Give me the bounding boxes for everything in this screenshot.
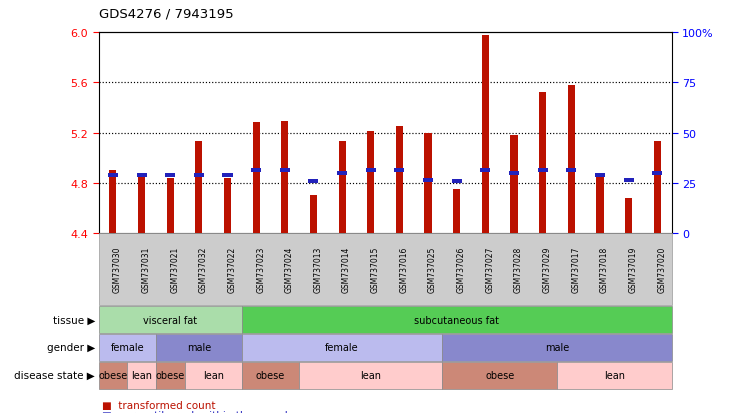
- Bar: [423, 179, 433, 183]
- Bar: [366, 169, 376, 173]
- Bar: [653, 142, 661, 233]
- Text: GSM737017: GSM737017: [572, 246, 580, 293]
- Bar: [453, 190, 461, 233]
- Text: GSM737016: GSM737016: [399, 246, 408, 293]
- Bar: [339, 142, 346, 233]
- Text: obese: obese: [99, 370, 128, 380]
- Bar: [539, 93, 546, 233]
- Bar: [137, 173, 147, 177]
- Bar: [653, 172, 662, 176]
- Bar: [108, 173, 118, 178]
- Text: ■  transformed count: ■ transformed count: [102, 400, 215, 410]
- Text: obese: obese: [155, 370, 185, 380]
- Text: GSM737026: GSM737026: [457, 246, 466, 293]
- Bar: [224, 178, 231, 233]
- Bar: [482, 36, 489, 233]
- Text: disease state ▶: disease state ▶: [14, 370, 95, 380]
- Text: obese: obese: [255, 370, 285, 380]
- Text: subcutaneous fat: subcutaneous fat: [414, 315, 499, 325]
- Bar: [310, 196, 317, 233]
- Text: GSM737019: GSM737019: [629, 246, 637, 293]
- Text: male: male: [545, 342, 569, 353]
- Text: GSM737015: GSM737015: [371, 246, 380, 293]
- Bar: [367, 132, 374, 233]
- Text: GSM737030: GSM737030: [113, 246, 122, 293]
- Bar: [165, 174, 175, 178]
- Text: female: female: [110, 342, 144, 353]
- Text: male: male: [187, 342, 211, 353]
- Bar: [480, 169, 491, 173]
- Bar: [625, 198, 632, 233]
- Text: gender ▶: gender ▶: [47, 342, 95, 353]
- Text: GSM737031: GSM737031: [142, 246, 150, 293]
- Bar: [538, 169, 548, 173]
- Text: ■  percentile rank within the sample: ■ percentile rank within the sample: [102, 411, 294, 413]
- Bar: [396, 127, 403, 233]
- Bar: [251, 169, 261, 173]
- Text: visceral fat: visceral fat: [143, 315, 197, 325]
- Bar: [280, 169, 290, 173]
- Bar: [452, 180, 461, 184]
- Bar: [223, 174, 232, 178]
- Text: GSM737020: GSM737020: [657, 246, 666, 293]
- Text: GSM737029: GSM737029: [542, 246, 552, 293]
- Text: lean: lean: [131, 370, 152, 380]
- Text: GDS4276 / 7943195: GDS4276 / 7943195: [99, 8, 233, 21]
- Bar: [253, 123, 260, 233]
- Text: GSM737024: GSM737024: [285, 246, 293, 293]
- Bar: [424, 133, 431, 233]
- Bar: [510, 136, 518, 233]
- Bar: [623, 179, 634, 183]
- Text: GSM737021: GSM737021: [170, 247, 179, 292]
- Text: female: female: [326, 342, 359, 353]
- Text: GSM737027: GSM737027: [485, 246, 494, 293]
- Text: GSM737025: GSM737025: [428, 246, 437, 293]
- Bar: [110, 171, 117, 233]
- Bar: [337, 172, 347, 176]
- Bar: [566, 169, 576, 173]
- Text: GSM737018: GSM737018: [600, 247, 609, 292]
- Text: GSM737028: GSM737028: [514, 247, 523, 292]
- Bar: [195, 142, 202, 233]
- Text: GSM737023: GSM737023: [256, 246, 265, 293]
- Bar: [595, 173, 605, 178]
- Bar: [194, 173, 204, 177]
- Text: tissue ▶: tissue ▶: [53, 315, 95, 325]
- Text: GSM737022: GSM737022: [228, 247, 237, 292]
- Bar: [394, 169, 404, 173]
- Text: lean: lean: [203, 370, 223, 380]
- Text: lean: lean: [604, 370, 625, 380]
- Bar: [138, 177, 145, 233]
- Bar: [509, 172, 519, 176]
- Bar: [281, 122, 288, 233]
- Bar: [596, 173, 604, 233]
- Bar: [166, 178, 174, 233]
- Text: obese: obese: [485, 370, 515, 380]
- Text: GSM737014: GSM737014: [342, 246, 351, 293]
- Text: GSM737013: GSM737013: [313, 246, 323, 293]
- Bar: [309, 180, 318, 184]
- Text: lean: lean: [360, 370, 381, 380]
- Text: GSM737032: GSM737032: [199, 246, 208, 293]
- Bar: [568, 85, 575, 233]
